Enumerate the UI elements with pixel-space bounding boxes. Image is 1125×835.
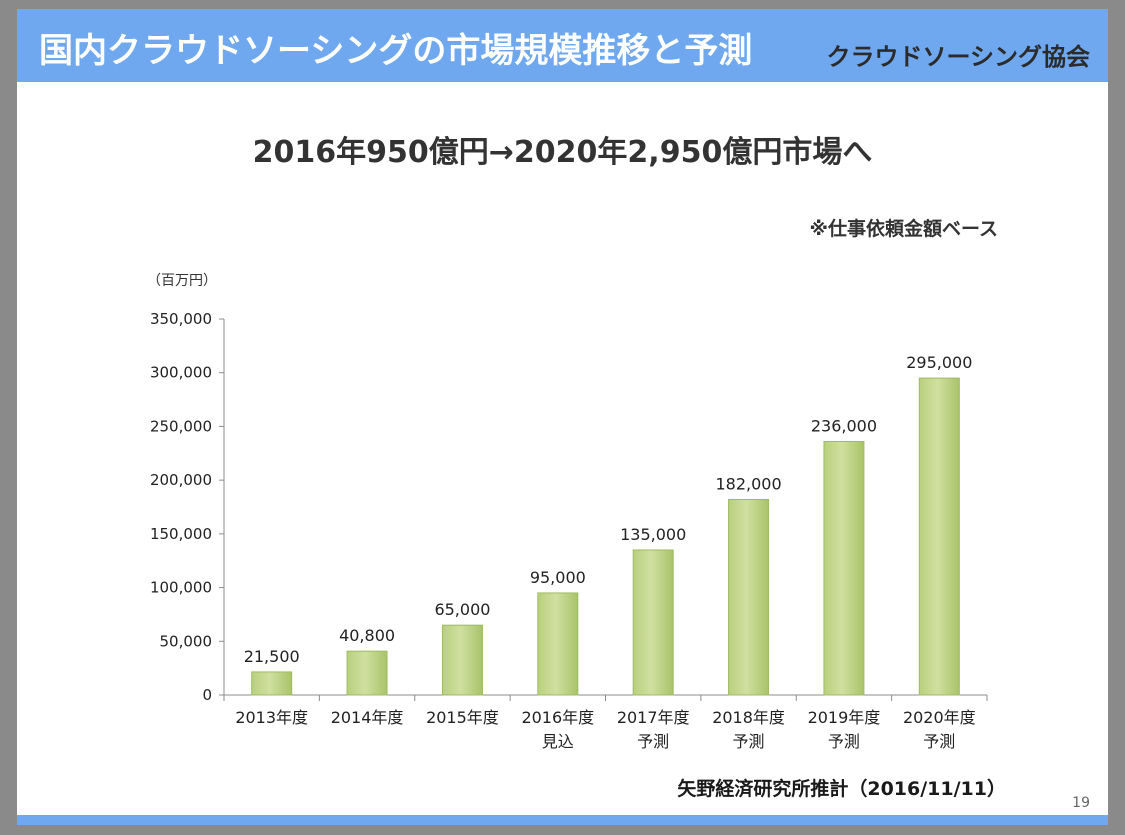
x-category-label: 2014年度	[331, 708, 404, 727]
data-label: 40,800	[339, 626, 395, 645]
slide: 国内クラウドソーシングの市場規模推移と予測 クラウドソーシング協会 2016年9…	[17, 9, 1108, 825]
data-label: 21,500	[244, 647, 300, 666]
slide-title: 国内クラウドソーシングの市場規模推移と予測	[39, 31, 753, 71]
data-label: 65,000	[434, 600, 490, 619]
x-category-label: 2016年度	[521, 708, 594, 727]
data-label: 236,000	[811, 416, 877, 435]
data-label: 135,000	[620, 525, 686, 544]
y-tick-label: 50,000	[160, 632, 213, 650]
title-banner: 国内クラウドソーシングの市場規模推移と予測 クラウドソーシング協会	[17, 9, 1108, 82]
x-category-label: 予測	[733, 732, 765, 751]
data-label: 295,000	[906, 353, 972, 372]
bottom-bar	[17, 815, 1108, 825]
source-note: 矢野経済研究所推計（2016/11/11）	[677, 778, 1006, 800]
bar	[346, 650, 388, 696]
organization-name: クラウドソーシング協会	[826, 43, 1090, 71]
y-tick-label: 0	[202, 686, 212, 704]
basis-note: ※仕事依頼金額ベース	[809, 218, 998, 240]
y-tick-label: 350,000	[150, 310, 212, 328]
x-category-label: 2015年度	[426, 708, 499, 727]
x-category-label: 予測	[637, 732, 669, 751]
bar	[823, 440, 865, 696]
y-tick-label: 100,000	[150, 579, 212, 597]
bar	[632, 549, 674, 696]
x-category-label: 2013年度	[235, 708, 308, 727]
y-tick-label: 150,000	[150, 525, 212, 543]
x-category-label: 2018年度	[712, 708, 785, 727]
x-category-label: 2019年度	[808, 708, 881, 727]
x-category-label: 見込	[542, 732, 574, 751]
data-label: 95,000	[530, 568, 586, 587]
x-category-label: 2017年度	[617, 708, 690, 727]
bar	[537, 592, 579, 696]
bar-chart: （百万円） 0 50,000 100,000 150,000 200,000 250,000…	[147, 273, 988, 751]
bar	[918, 377, 960, 696]
bar	[251, 671, 293, 696]
x-category-label: 2020年度	[903, 708, 976, 727]
x-category-label: 予測	[923, 732, 955, 751]
data-label: 182,000	[715, 474, 781, 493]
y-tick-label: 200,000	[150, 471, 212, 489]
y-axis-unit-label: （百万円）	[147, 273, 217, 289]
y-tick-label: 250,000	[150, 417, 212, 435]
headline: 2016年950億円→2020年2,950億円市場へ	[252, 135, 873, 170]
y-tick-label: 300,000	[150, 364, 212, 382]
bar	[441, 624, 483, 696]
bar	[728, 498, 770, 696]
x-category-label: 予測	[828, 732, 860, 751]
page-number: 19	[1072, 795, 1090, 811]
